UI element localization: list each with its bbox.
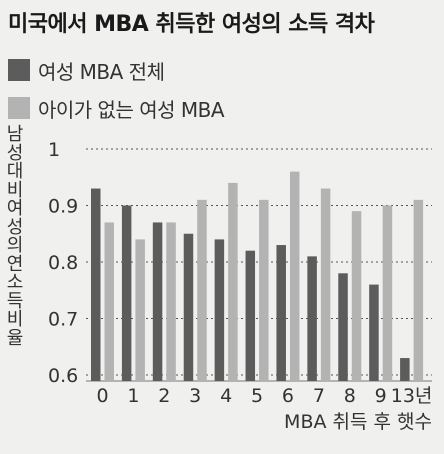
x-tick-label: 9 [375,385,387,407]
bar-childless [351,211,362,381]
bar-childless [228,182,238,381]
bar-childless [382,205,393,381]
bar-all [91,188,101,381]
x-tick-label: 2 [158,385,170,407]
bar-all [121,205,132,381]
y-axis-label: 남성 대비 여성의 연소득 비율 [6,124,24,349]
chart-title: 미국에서 MBA 취득한 여성의 소득 격차 [8,12,375,37]
bar-childless [135,239,145,381]
bar-childless [320,188,331,381]
x-tick-label: 8 [344,385,356,407]
x-tick-label: 7 [313,385,325,407]
bar-all [307,256,317,381]
bar-all [214,239,225,381]
bar-all [183,233,194,381]
legend-label-childless: 아이가 없는 여성 MBA [38,97,225,122]
bar-childless [289,171,300,381]
bar-all [400,358,410,381]
bar-childless [413,199,424,381]
y-tick-label: 0.8 [48,252,78,274]
bar-all [369,284,379,381]
bar-childless [104,222,114,381]
x-tick-label: 3 [189,385,201,407]
x-tick-label: 4 [220,385,232,407]
bar-childless [197,199,207,381]
bar-all [276,245,286,381]
x-tick-label: 5 [251,385,263,407]
x-tick-label: 1 [127,385,139,407]
bar-all [338,273,348,381]
bar-childless [259,199,269,381]
y-tick-label: 0.6 [48,365,78,387]
bar-childless [166,222,176,381]
legend-item-all: 여성 MBA 전체 [8,56,224,84]
x-tick-label: 0 [96,385,108,407]
legend: 여성 MBA 전체 아이가 없는 여성 MBA [8,56,225,122]
legend-label-all: 여성 MBA 전체 [38,59,165,84]
y-tick-label: 0.9 [48,196,78,218]
bar-all [245,250,256,381]
bar-all [152,222,163,381]
y-tick-label: 1 [48,139,60,161]
legend-item-childless: 아이가 없는 여성 MBA [8,94,225,122]
x-tick-label: 13년 [391,385,433,407]
x-tick-label: 6 [282,385,294,407]
x-axis-label: MBA 취득 후 햇수 [284,411,432,433]
y-tick-label: 0.7 [48,309,78,331]
legend-swatch-childless [8,97,30,119]
legend-swatch-all [8,59,30,81]
